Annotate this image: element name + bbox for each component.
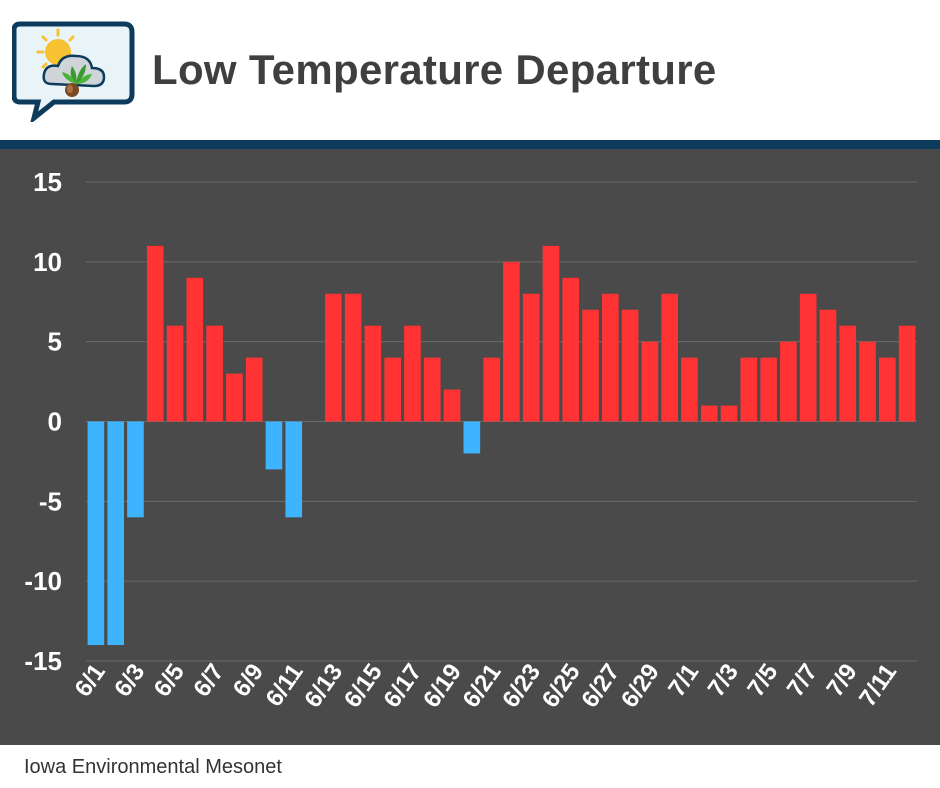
x-tick-label: 7/1 (663, 659, 704, 702)
bar (562, 277, 580, 422)
bar (146, 245, 164, 422)
bar (87, 421, 105, 646)
weather-logo-icon (12, 21, 135, 122)
bar (265, 421, 283, 470)
bar (819, 309, 837, 422)
bar (443, 389, 461, 422)
bar (483, 357, 500, 422)
bar (799, 293, 817, 422)
y-tick-label: -10 (24, 566, 62, 596)
bar (364, 325, 382, 422)
y-tick-label: -15 (24, 646, 62, 676)
chart-area: 15 10 5 0 -5 -10 -15 6/1 6/3 6/5 6/7 6/9 6/11 6/13 6/1… (0, 149, 940, 745)
bar (107, 421, 124, 646)
bar (700, 405, 718, 422)
x-tick-label: 6/11 (261, 659, 309, 712)
bar (325, 293, 342, 422)
bar (423, 357, 441, 422)
bar (760, 357, 777, 422)
bar (621, 309, 639, 422)
y-tick-label: 15 (33, 167, 62, 197)
x-tick-label: 7/11 (854, 659, 902, 712)
header-divider (0, 140, 940, 149)
x-tick-label: 6/29 (616, 659, 665, 713)
bar (740, 357, 758, 422)
bar (285, 421, 303, 518)
bar (681, 357, 698, 422)
x-tick-label: 7/5 (742, 659, 783, 702)
y-tick-label: -5 (39, 486, 62, 516)
bar (245, 357, 263, 422)
x-tick-label: 6/21 (458, 659, 507, 713)
x-tick-label: 6/19 (418, 659, 467, 713)
bar (661, 293, 678, 422)
bar (404, 325, 421, 422)
bar (859, 341, 876, 422)
bar (602, 293, 619, 422)
bar (780, 341, 797, 422)
x-tick-label: 6/23 (497, 659, 546, 713)
y-tick-label: 10 (33, 247, 62, 277)
bar (720, 405, 738, 422)
bar (641, 341, 659, 422)
bar (879, 357, 896, 422)
x-tick-label: 6/5 (149, 659, 190, 702)
x-tick-label: 7/3 (703, 659, 744, 702)
header: Low Temperature Departure (0, 0, 940, 140)
bar (384, 357, 401, 422)
bar (582, 309, 599, 422)
bar (344, 293, 362, 422)
bar (522, 293, 540, 422)
x-tick-label: 7/7 (782, 659, 823, 702)
y-tick-label: 0 (48, 407, 62, 437)
bar (166, 325, 184, 422)
x-tick-label: 6/3 (109, 659, 150, 702)
x-tick-label: 6/27 (576, 659, 625, 713)
bar (898, 325, 916, 422)
page-title: Low Temperature Departure (152, 46, 717, 93)
bar (186, 277, 204, 422)
x-tick-label: 6/13 (299, 659, 348, 713)
bar (839, 325, 857, 422)
bar (226, 373, 243, 422)
bar (503, 261, 520, 422)
source-credit: Iowa Environmental Mesonet (24, 756, 282, 778)
x-tick-label: 6/7 (188, 659, 229, 702)
x-tick-label: 6/15 (339, 659, 388, 713)
x-tick-label: 6/1 (70, 659, 111, 702)
bar (463, 421, 481, 454)
bar (542, 245, 560, 422)
y-tick-label: 5 (48, 327, 62, 357)
x-tick-label: 6/17 (378, 659, 427, 713)
bar (127, 421, 144, 518)
bar (206, 325, 223, 422)
x-tick-label: 6/25 (537, 659, 586, 713)
